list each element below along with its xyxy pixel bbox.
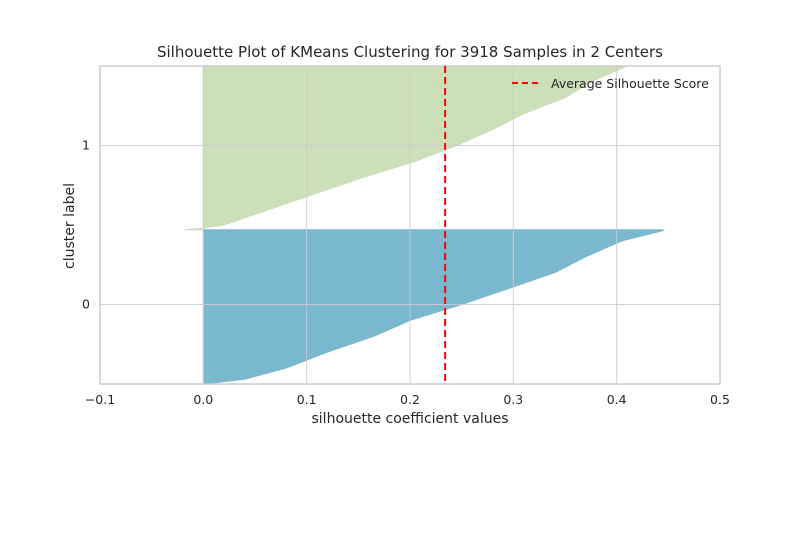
y-tick-label: 1 [82,138,90,153]
x-axis-label: silhouette coefficient values [312,411,509,427]
x-tick-label: 0.4 [607,392,627,407]
plot-area: −0.1 0.0 0.1 0.2 0.3 0.4 0.5 0 1 [82,65,730,407]
x-tick-label: 0.2 [400,392,420,407]
silhouette-area-cluster-0 [202,229,664,384]
x-tick-label: 0.3 [503,392,523,407]
x-tick-label: −0.1 [85,392,115,407]
chart-title: Silhouette Plot of KMeans Clustering for… [157,43,663,61]
x-tick-label: 0.0 [193,392,213,407]
x-tick-label: 0.5 [710,392,730,407]
axes-frame [99,65,721,385]
x-tick-label: 0.1 [297,392,317,407]
silhouette-area-cluster-1 [184,66,628,231]
legend: Average Silhouette Score [512,76,709,91]
y-tick-label: 0 [82,297,90,312]
legend-label-average-silhouette-score: Average Silhouette Score [551,76,709,91]
y-axis-label: cluster label [62,183,78,269]
